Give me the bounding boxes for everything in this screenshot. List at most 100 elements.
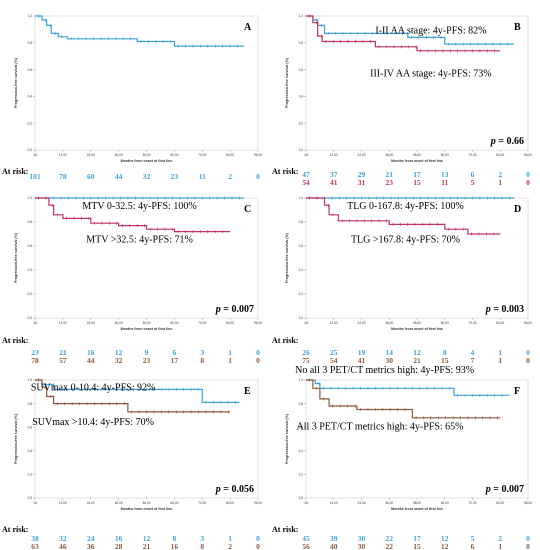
risk-number: 0 [526,542,530,550]
x-tick-label: 60,00 [170,501,178,505]
panel-E: 0,0 0,2 0,4 0,6 0,8 1,0 ,00 12,00 24,00 36,00 48,0… [2,378,262,550]
risk-number: 21 [59,348,67,357]
y-tick-label: 0,4 [28,449,33,453]
y-tick-label: 0,8 [299,402,304,406]
risk-number: 39 [330,534,338,543]
x-axis-label: Months from onset of first line [121,159,173,163]
y-tick-label: 0,6 [299,244,304,248]
y-tick-label: 0,6 [28,68,33,72]
x-tick-label: 36,00 [385,153,393,157]
x-tick-label: ,00 [33,153,38,157]
y-tick-label: 0,2 [28,121,33,125]
x-tick-label: 48,00 [413,321,421,325]
risk-number: 23 [171,172,179,181]
risk-number: 12 [143,534,151,543]
x-tick-label: 48,00 [143,153,151,157]
y-tick-label: 0,0 [28,496,33,500]
risk-number: 1 [228,348,232,357]
y-tick-label: 0,4 [299,449,304,453]
plot-frame [34,197,259,319]
risk-number: 11 [441,178,448,187]
risk-number: 13 [441,170,449,179]
risk-number: 1 [498,178,502,187]
y-tick-label: 0,4 [299,268,304,272]
risk-number: 16 [115,534,123,543]
risk-number: 7 [471,356,475,365]
y-tick-label: 0,0 [28,148,33,152]
risk-number: 54 [302,178,310,187]
at-risk-label: At risk: [2,167,28,176]
x-tick-label: 84,00 [496,153,504,157]
risk-number: 22 [386,542,394,550]
risk-number: 0 [526,348,530,357]
x-tick-label: 48,00 [143,501,151,505]
y-tick-label: 0,8 [28,220,33,224]
risk-number: 44 [87,356,95,365]
x-tick-label: 24,00 [358,501,366,505]
risk-number: 15 [413,178,421,187]
y-tick-label: 1,0 [28,196,33,200]
risk-number: 5 [471,534,475,543]
risk-number: 32 [143,172,151,181]
p-value: p = 0.056 [215,484,254,495]
risk-number: 12 [413,348,421,357]
x-tick-label: 84,00 [496,501,504,505]
y-tick-label: 0,4 [28,95,33,99]
risk-number: 30 [386,356,394,365]
y-tick-label: 0,4 [28,268,33,272]
risk-number: 57 [59,356,67,365]
risk-number: 2 [498,534,502,543]
y-axis-label: Progression-free survival (%) [14,232,18,283]
risk-number: 23 [386,178,394,187]
y-tick-label: 0,0 [28,316,33,320]
x-tick-label: 48,00 [143,321,151,325]
curve-annotation: SUVmax >10.4: 4y-PFS: 70% [32,417,154,428]
x-tick-label: 72,00 [469,153,477,157]
y-tick-label: 1,0 [299,14,304,18]
panel-letter: D [514,204,521,215]
x-tick-label: 96,00 [254,153,262,157]
x-tick-label: 72,00 [198,321,206,325]
x-tick-label: 96,00 [254,501,262,505]
risk-number: 0 [526,534,530,543]
plot-frame [305,379,529,499]
risk-number: 41 [358,356,366,365]
risk-number: 4 [471,348,475,357]
panel-letter: B [514,22,521,33]
risk-number: 14 [386,348,394,357]
risk-number: 12 [441,534,449,543]
y-axis-label: Progression-free survival (%) [285,413,289,464]
risk-number: 41 [330,178,338,187]
risk-number: 46 [59,542,67,550]
x-tick-label: 72,00 [469,501,477,505]
risk-number: 9 [145,348,149,357]
risk-number: 1 [228,534,232,543]
x-tick-label: 12,00 [330,501,338,505]
y-axis-label: Progression-free survival (%) [14,413,18,464]
x-tick-label: 60,00 [441,501,449,505]
at-risk-label: At risk: [272,167,298,176]
risk-number: 0 [256,534,260,543]
x-tick-label: 96,00 [254,321,262,325]
risk-number: 30 [358,542,366,550]
risk-number: 1 [228,356,232,365]
risk-number: 21 [143,542,151,550]
risk-number: 54 [330,356,338,365]
risk-number: 36 [87,542,95,550]
x-axis-label: Months from onset of first line [121,507,173,511]
y-tick-label: 1,0 [28,378,33,382]
curve-annotation: All 3 PET/CT metrics high: 4y-PFS: 65% [296,422,463,433]
x-tick-label: 12,00 [330,321,338,325]
curve-annotation: TLG 0-167.8: 4y-PFS: 100% [347,201,464,212]
x-tick-label: 84,00 [496,321,504,325]
km-curve-red [306,197,501,235]
risk-number: 38 [31,534,39,543]
x-tick-label: 48,00 [413,153,421,157]
curve-annotation: MTV 0-32.5: 4y-PFS: 100% [82,201,196,212]
risk-number: 28 [115,542,123,550]
risk-number: 78 [31,356,39,365]
y-tick-label: 1,0 [28,14,33,18]
risk-number: 30 [358,534,366,543]
y-tick-label: 0,2 [28,292,33,296]
x-tick-label: 84,00 [226,153,234,157]
